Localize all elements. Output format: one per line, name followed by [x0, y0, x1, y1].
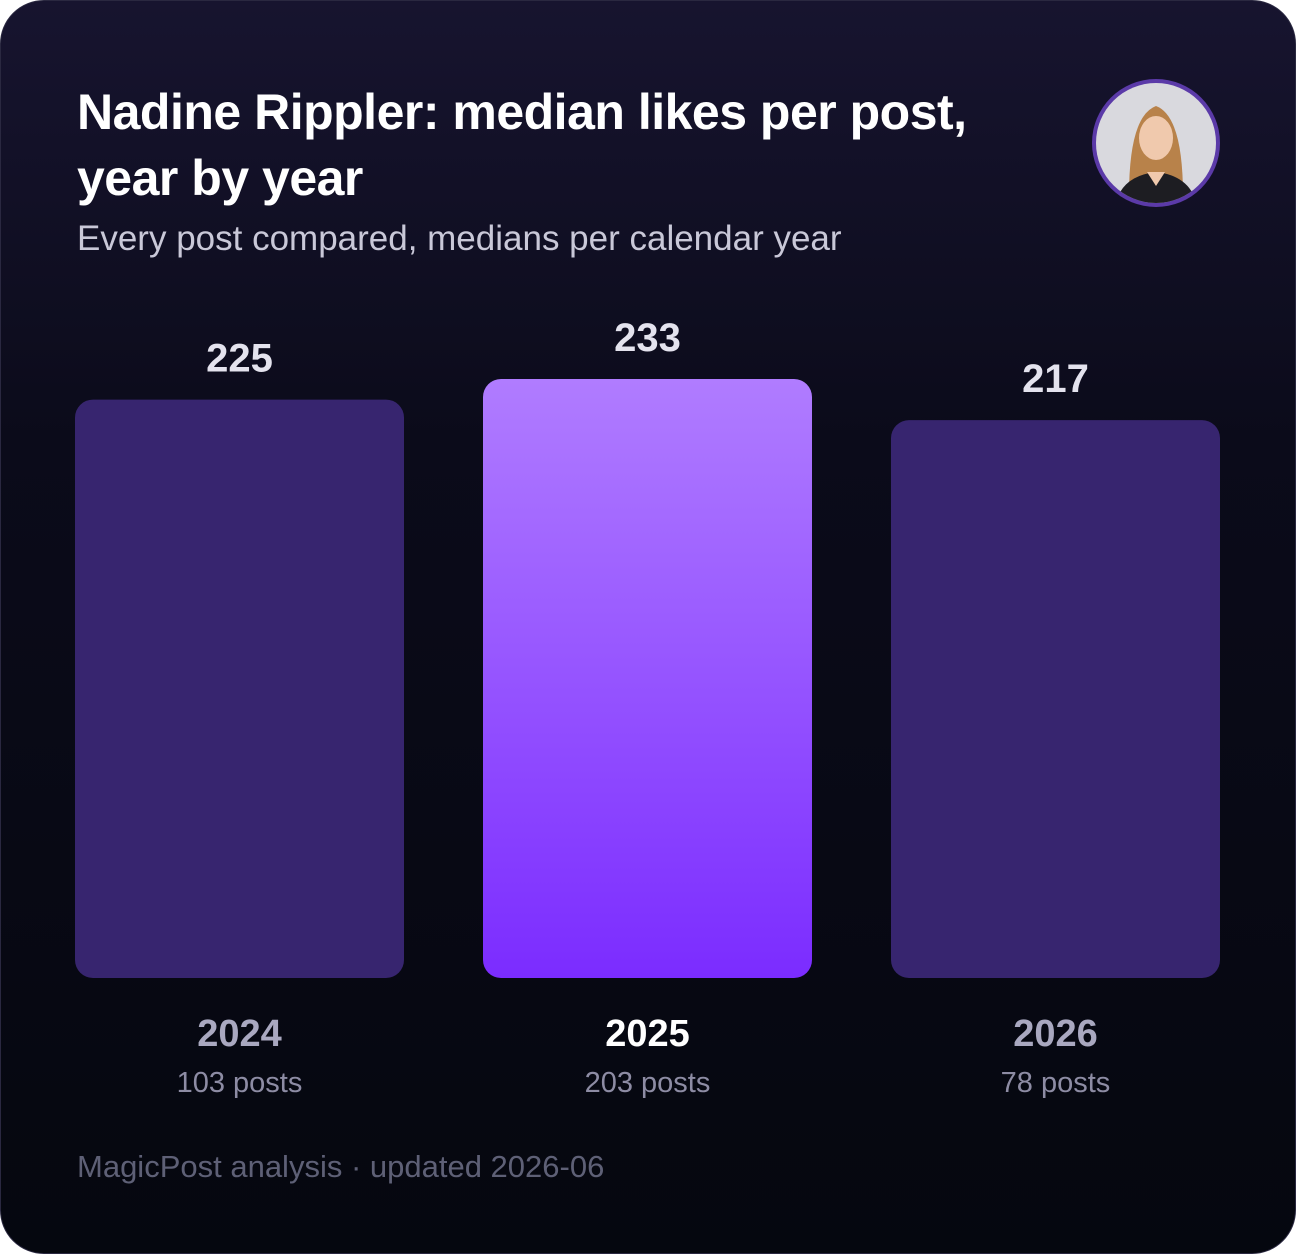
bar [483, 379, 812, 978]
x-tick-label: 2026 [1013, 1013, 1098, 1055]
avatar [1092, 79, 1220, 207]
bar [75, 399, 404, 978]
x-tick-label: 2024 [197, 1013, 282, 1055]
value-label: 233 [614, 316, 681, 360]
chart-subtitle: Every post compared, medians per calenda… [77, 219, 842, 258]
category-note: 103 posts [177, 1067, 303, 1099]
value-label: 217 [1022, 357, 1089, 401]
x-tick-label: 2025 [605, 1013, 690, 1055]
bar [891, 420, 1220, 978]
category-note: 203 posts [585, 1067, 711, 1099]
footer: MagicPost analysis · updated 2026-06 [77, 1149, 605, 1184]
category-note: 78 posts [1001, 1067, 1111, 1099]
chart-title: Nadine Rippler: median likes per post, y… [77, 84, 967, 206]
value-label: 225 [206, 337, 273, 381]
